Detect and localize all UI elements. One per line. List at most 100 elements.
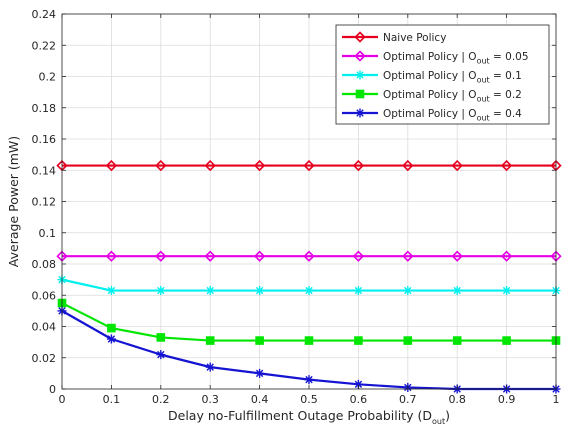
x-axis-label: Delay no-Fulfillment Outage Probability … — [168, 408, 450, 426]
data-point — [452, 336, 462, 345]
x-tick-label: 0.4 — [251, 393, 269, 406]
y-tick-label: 0.1 — [39, 227, 57, 240]
data-point — [403, 336, 413, 345]
marker-stroke — [255, 369, 264, 378]
data-point — [304, 286, 314, 296]
data-point — [402, 159, 414, 172]
legend-marker — [355, 89, 365, 99]
data-point — [155, 250, 167, 262]
legend-label-sub: out — [477, 95, 490, 104]
data-point — [204, 250, 216, 262]
legend-entry: Optimal Policy | Oout = 0.4 — [342, 108, 522, 123]
y-tick-label: 0 — [49, 383, 56, 396]
y-tick-label: 0.12 — [32, 196, 57, 209]
marker-stroke — [356, 109, 364, 117]
marker-stroke — [255, 286, 264, 295]
legend-marker — [355, 70, 365, 80]
data-point — [304, 336, 314, 345]
y-tick-label: 0.16 — [32, 133, 57, 146]
data-point — [156, 286, 166, 296]
marker-stroke — [157, 350, 165, 359]
data-point — [451, 250, 463, 262]
y-tick-label: 0.04 — [32, 321, 57, 334]
x-tick-label: 0.3 — [201, 393, 219, 406]
data-point — [205, 362, 215, 372]
x-axis-label-sub: out — [432, 417, 445, 426]
data-point — [255, 286, 265, 296]
legend-entry: Optimal Policy | Oout = 0.2 — [342, 89, 522, 104]
legend-label-tail: = 0.1 — [490, 70, 522, 82]
data-point — [255, 336, 264, 345]
data-point — [303, 159, 315, 172]
data-point — [205, 336, 215, 345]
data-point — [500, 159, 513, 172]
legend-label: Naive Policy — [383, 32, 446, 44]
data-point — [106, 334, 116, 344]
data-point — [107, 323, 116, 333]
marker-stroke — [354, 286, 363, 295]
y-tick-label: 0.2 — [39, 71, 57, 84]
data-point — [500, 250, 513, 262]
legend-label: Optimal Policy | Oout = 0.1 — [383, 70, 522, 85]
data-point — [205, 286, 215, 296]
data-point — [502, 336, 511, 345]
data-point — [253, 250, 266, 262]
data-point — [156, 350, 166, 360]
marker-stroke — [107, 335, 116, 343]
series-1 — [56, 159, 562, 172]
legend-label-sub: out — [477, 57, 490, 66]
legend-label: Optimal Policy | Oout = 0.2 — [383, 89, 522, 104]
axis-ticks: 0 0.1 0.2 0.3 0.4 0.5 0.6 0.7 0.8 0.9 1 0 0.02 0.04 0.… — [32, 8, 560, 406]
marker-stroke — [107, 286, 116, 295]
marker-stroke — [502, 286, 511, 295]
marker-stroke — [206, 286, 214, 295]
series-layer — [56, 159, 562, 394]
legend-label: Optimal Policy | Oout = 0.4 — [383, 108, 522, 123]
marker-stroke — [305, 375, 313, 384]
data-point — [155, 159, 167, 172]
data-point — [451, 159, 463, 172]
data-point — [353, 286, 363, 296]
data-point — [106, 286, 116, 296]
x-tick-label: 0.7 — [399, 393, 417, 406]
x-tick-label: 0.9 — [498, 393, 516, 406]
legend-label-main: Optimal Policy | O — [383, 51, 477, 63]
x-axis-label-main: Delay no-Fulfillment Outage Probability … — [168, 408, 432, 423]
data-point — [354, 336, 363, 345]
data-point — [403, 286, 413, 296]
y-axis-label: Average Power (mW) — [6, 136, 21, 267]
y-tick-label: 0.18 — [32, 102, 57, 115]
series-2 — [56, 250, 562, 262]
data-point — [402, 250, 414, 262]
x-tick-label: 0.5 — [300, 393, 318, 406]
legend-label-main: Optimal Policy | O — [383, 70, 477, 82]
legend-marker — [354, 31, 366, 43]
legend-entry: Optimal Policy | Oout = 0.1 — [342, 70, 522, 85]
data-point — [304, 375, 314, 385]
legend-label-tail: = 0.4 — [490, 108, 522, 120]
marker-stroke — [354, 380, 363, 389]
y-tick-label: 0.22 — [32, 39, 57, 52]
legend-label: Optimal Policy | Oout = 0.05 — [383, 51, 529, 66]
y-tick-label: 0.02 — [32, 352, 57, 365]
legend-label-tail: = 0.05 — [490, 51, 529, 63]
data-point — [502, 286, 512, 296]
y-tick-label: 0.06 — [32, 289, 57, 302]
data-point — [255, 368, 265, 378]
data-point — [303, 250, 315, 262]
marker-stroke — [157, 286, 165, 295]
marker-stroke — [404, 286, 412, 295]
data-point — [452, 286, 462, 296]
data-point — [156, 333, 166, 342]
data-point — [105, 250, 118, 262]
x-tick-label: 0.1 — [103, 393, 121, 406]
marker-stroke — [206, 363, 214, 371]
x-tick-label: 1 — [553, 393, 560, 406]
marker-stroke — [356, 71, 364, 79]
legend-entry: Naive Policy — [342, 31, 446, 44]
marker-stroke — [453, 286, 461, 295]
marker-stroke — [305, 286, 313, 295]
legend-label-sub: out — [477, 76, 490, 85]
